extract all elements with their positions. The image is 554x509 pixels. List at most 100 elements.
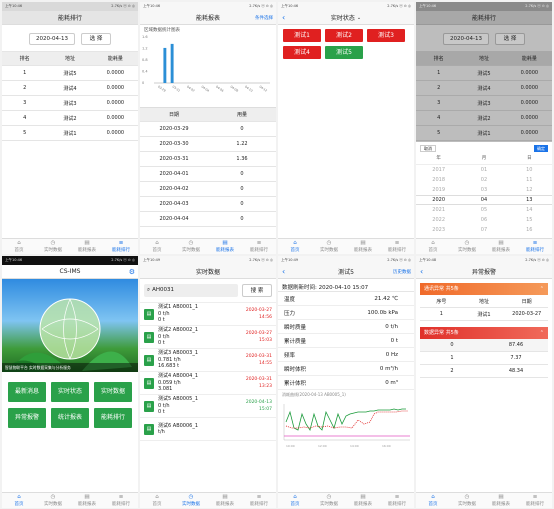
back-icon[interactable]: ‹ bbox=[420, 267, 424, 276]
nav-rank[interactable]: ≡ 能耗排行 bbox=[104, 493, 138, 508]
clock-icon: ◷ bbox=[326, 240, 332, 246]
alarm-button[interactable]: 异常报警 bbox=[8, 408, 46, 428]
realtime-status-button[interactable]: 实时状态 bbox=[51, 382, 89, 402]
nav-home[interactable]: ⌂ 首页 bbox=[2, 239, 36, 254]
wheel-option: 11 bbox=[526, 177, 533, 183]
svg-text:16:00: 16:00 bbox=[382, 444, 391, 448]
list-item[interactable]: ▤ 测试4 AB0004_1 0.059 t/h 3.081 2020-03-31 13:… bbox=[140, 372, 276, 395]
nav-home[interactable]: ⌂ 首页 bbox=[278, 239, 312, 254]
nav-realtime[interactable]: ◷ 实时数据 bbox=[312, 493, 346, 508]
rank-icon: ≡ bbox=[256, 240, 262, 246]
device-name: 测试3 AB0003_1 bbox=[158, 350, 199, 357]
date-picker-sheet: 取消 确定 年 月 日 2017 2018 2019 2020 2021 2022 2023 0… bbox=[416, 142, 552, 238]
nav-realtime[interactable]: ◷ 实时数据 bbox=[174, 239, 208, 254]
energy-ranking-button[interactable]: 能耗排行 bbox=[94, 408, 132, 428]
nav-rank[interactable]: ≡ 能耗排行 bbox=[518, 239, 552, 254]
history-data-button[interactable]: 历史数据 bbox=[393, 269, 411, 275]
date-field[interactable]: 2020-04-13 bbox=[443, 33, 489, 45]
chevron-down-icon[interactable]: ⌄ bbox=[356, 14, 362, 21]
report-icon: ▤ bbox=[84, 240, 90, 246]
nav-home[interactable]: ⌂ 首页 bbox=[2, 493, 36, 508]
bottom-nav: ⌂ 首页 ◷ 实时数据 ▤ 能耗报表 ≡ 能耗排行 bbox=[416, 238, 552, 254]
status-icons: 2.7K/s ⓝ ⊙ ◎ bbox=[525, 258, 549, 262]
nav-report[interactable]: ▤ 能耗报表 bbox=[70, 239, 104, 254]
list-item[interactable]: ▤ 测试2 AB0002_1 0 t/h 0 t 2020-03-27 15:03 bbox=[140, 326, 276, 349]
comm-error-section-header[interactable]: 通讯异常 共5条 ⌃ bbox=[420, 283, 548, 295]
chevron-up-icon: ⌃ bbox=[539, 330, 544, 336]
data-error-section-header[interactable]: 数据异常 共5条 ⌃ bbox=[420, 327, 548, 339]
nav-home[interactable]: ⌂ 首页 bbox=[140, 493, 174, 508]
status-icons: 2.7K/s ⓝ ⊙ ◎ bbox=[111, 258, 135, 262]
nav-rank[interactable]: ≡ 能耗排行 bbox=[242, 493, 276, 508]
day-wheel[interactable]: 10 11 12 13 14 15 16 bbox=[507, 165, 552, 235]
nav-home[interactable]: ⌂ 首页 bbox=[140, 239, 174, 254]
list-item[interactable]: ▤ 测试3 AB0003_1 0.781 t/h 16.683 t 2020-03-31… bbox=[140, 349, 276, 372]
device-button-test2[interactable]: 测试2 bbox=[325, 29, 363, 42]
realtime-data-button[interactable]: 实时数据 bbox=[94, 382, 132, 402]
list-item[interactable]: ▤ 测试6 AB0006_1 t/h bbox=[140, 418, 276, 441]
home-icon: ⌂ bbox=[293, 494, 297, 500]
list-item[interactable]: ▤ 测试1 AB0001_1 0 t/h 0 t 2020-03-27 14:56 bbox=[140, 303, 276, 326]
select-button[interactable]: 选 择 bbox=[81, 33, 111, 45]
date-field[interactable]: 2020-04-13 bbox=[29, 33, 75, 45]
list-item[interactable]: ▤ 测试5 AB0005_1 0 t/h 0 t 2020-04-13 15:07 bbox=[140, 395, 276, 418]
latest-news-button[interactable]: 最新消息 bbox=[8, 382, 46, 402]
table-header: 排名 地址 能耗量 bbox=[2, 51, 138, 66]
device-button-test1[interactable]: 测试1 bbox=[283, 29, 321, 42]
nav-realtime[interactable]: ◷ 实时数据 bbox=[450, 239, 484, 254]
nav-report[interactable]: ▤ 能耗报表 bbox=[208, 493, 242, 508]
nav-home[interactable]: ⌂ 首页 bbox=[416, 493, 450, 508]
condition-select-button[interactable]: 条件选择 bbox=[255, 15, 273, 21]
back-icon[interactable]: ‹ bbox=[282, 13, 286, 22]
picker-ok-button[interactable]: 确定 bbox=[534, 145, 548, 152]
cell: 0.0000 bbox=[106, 130, 125, 136]
phone-realtime-status: 上午10:46 2.7K/s ⓝ ⊙ ◎ ‹ 实时状态 ⌄ 测试1 测试2 测试3 测… bbox=[278, 2, 414, 254]
month-wheel[interactable]: 01 02 03 04 05 06 07 bbox=[461, 165, 506, 235]
nav-report[interactable]: ▤ 能耗报表 bbox=[484, 239, 518, 254]
nav-rank[interactable]: ≡ 能耗排行 bbox=[518, 493, 552, 508]
cell: 测试1 bbox=[63, 130, 77, 137]
nav-report[interactable]: ▤ 能耗报表 bbox=[346, 239, 380, 254]
nav-label: 实时数据 bbox=[182, 502, 200, 507]
select-button[interactable]: 选 择 bbox=[495, 33, 525, 45]
device-button-test3[interactable]: 测试3 bbox=[367, 29, 405, 42]
nav-realtime[interactable]: ◷ 实时数据 bbox=[174, 493, 208, 508]
device-button-test4[interactable]: 测试4 bbox=[283, 46, 321, 59]
nav-realtime[interactable]: ◷ 实时数据 bbox=[312, 239, 346, 254]
flow-rate: 0 t/h bbox=[158, 333, 170, 340]
device-button-test5[interactable]: 测试5 bbox=[325, 46, 363, 59]
nav-rank[interactable]: ≡ 能耗排行 bbox=[104, 239, 138, 254]
nav-realtime[interactable]: ◷ 实时数据 bbox=[450, 493, 484, 508]
picker-cancel-button[interactable]: 取消 bbox=[420, 145, 436, 152]
nav-report[interactable]: ▤ 能耗报表 bbox=[70, 493, 104, 508]
device-name: 测试6 AB0006_1 bbox=[158, 422, 199, 429]
nav-rank[interactable]: ≡ 能耗排行 bbox=[242, 239, 276, 254]
table-header: 日期 用量 bbox=[140, 108, 276, 122]
device-info: 测试5 AB0005_1 0 t/h 0 t bbox=[158, 396, 242, 416]
nav-realtime[interactable]: ◷ 实时数据 bbox=[36, 239, 70, 254]
search-button[interactable]: 搜 索 bbox=[242, 284, 272, 297]
nav-home[interactable]: ⌂ 首页 bbox=[416, 239, 450, 254]
device-info: 测试4 AB0004_1 0.059 t/h 3.081 bbox=[158, 373, 242, 393]
device-info: 测试2 AB0002_1 0 t/h 0 t bbox=[158, 327, 242, 347]
rank-icon: ≡ bbox=[532, 240, 538, 246]
nav-rank[interactable]: ≡ 能耗排行 bbox=[380, 239, 414, 254]
nav-report[interactable]: ▤ 能耗报表 bbox=[484, 493, 518, 508]
year-wheel[interactable]: 2017 2018 2019 2020 2021 2022 2023 bbox=[416, 165, 461, 235]
nav-label: 首页 bbox=[14, 248, 24, 253]
nav-realtime[interactable]: ◷ 实时数据 bbox=[36, 493, 70, 508]
search-input[interactable]: ⌕ AH0031 bbox=[144, 284, 238, 297]
update-time: 2020-03-27 14:56 bbox=[246, 307, 272, 321]
nav-report[interactable]: ▤ 能耗报表 bbox=[346, 493, 380, 508]
nav-rank[interactable]: ≡ 能耗排行 bbox=[380, 493, 414, 508]
statistics-report-button[interactable]: 统计报表 bbox=[51, 408, 89, 428]
nav-home[interactable]: ⌂ 首页 bbox=[278, 493, 312, 508]
header-energy: 能耗量 bbox=[521, 55, 537, 62]
header-date: 日期 bbox=[521, 298, 532, 305]
nav-report[interactable]: ▤ 能耗报表 bbox=[208, 239, 242, 254]
consumption-line-chart: 10:00 12:00 14:00 16:00 bbox=[283, 404, 410, 448]
phone-energy-ranking: 上午10:46 2.7K/s ⓝ ⊙ ◎ 能耗排行 2020-04-13 选 择 … bbox=[2, 2, 138, 254]
settings-icon[interactable]: ⚙ bbox=[128, 267, 135, 276]
back-icon[interactable]: ‹ bbox=[282, 267, 286, 276]
y-tick-label: 1.6 bbox=[142, 35, 148, 39]
